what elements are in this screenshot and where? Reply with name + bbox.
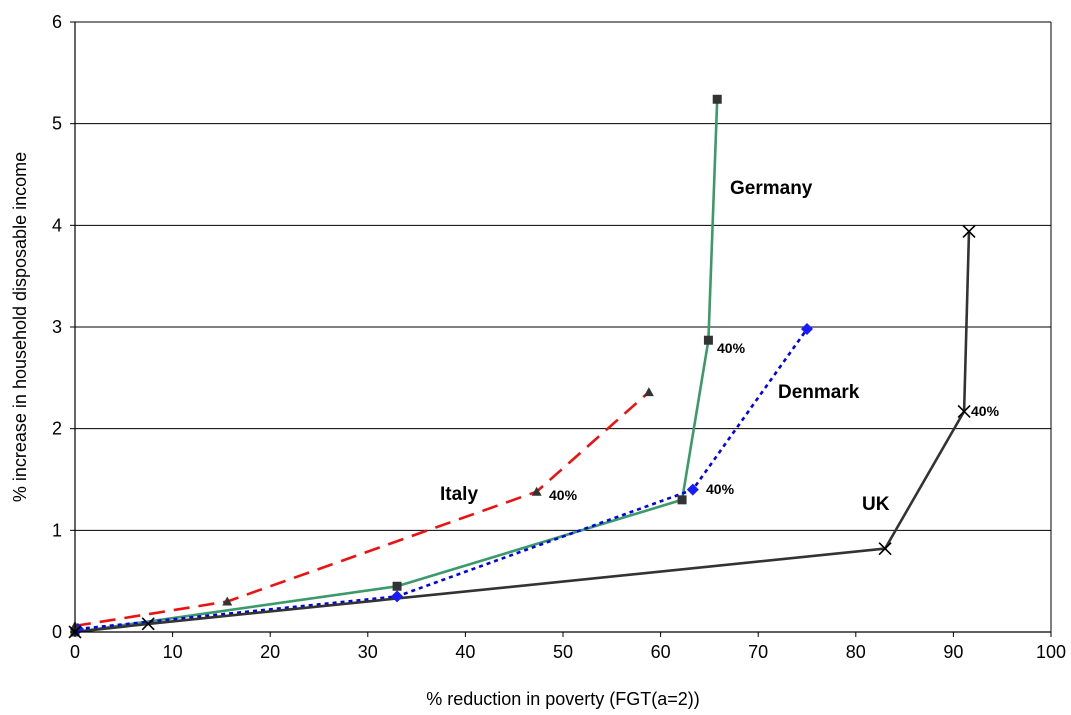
- point-uk-4-stroke-b: [962, 224, 976, 238]
- x-tick-label-40: 40: [455, 642, 475, 662]
- point-italy-1: [222, 596, 233, 606]
- annotation-uk-40pct: 40%: [971, 403, 1000, 419]
- point-germany-3: [703, 335, 713, 345]
- y-tick-label-1: 1: [52, 520, 62, 540]
- annotation-germany-40pct: 40%: [717, 340, 746, 356]
- series-label-italy: Italy: [440, 484, 478, 505]
- x-tick-label-30: 30: [358, 642, 378, 662]
- y-tick-label-3: 3: [52, 317, 62, 337]
- y-tick-label-4: 4: [52, 215, 62, 235]
- axes: [70, 21, 1052, 637]
- series-label-germany: Germany: [730, 178, 813, 199]
- y-tick-label-6: 6: [52, 12, 62, 32]
- annotation-denmark-40pct: 40%: [706, 481, 735, 497]
- point-italy-3: [643, 387, 654, 397]
- x-tick-label-10: 10: [163, 642, 183, 662]
- point-uk-1: [141, 617, 155, 631]
- gridlines: [75, 21, 1052, 632]
- series-line-italy: [74, 391, 650, 628]
- point-uk-3: [957, 404, 971, 418]
- point-germany-1: [392, 581, 402, 591]
- point-denmark-3: [801, 323, 813, 336]
- annotation-italy-40pct: 40%: [549, 487, 578, 503]
- x-tick-label-50: 50: [553, 642, 573, 662]
- point-italy-2: [531, 486, 542, 496]
- x-tick-label-0: 0: [70, 642, 80, 662]
- point-uk-2: [878, 542, 892, 556]
- series-line-denmark: [77, 328, 809, 631]
- x-tick-label-100: 100: [1036, 642, 1066, 662]
- y-axis-title: % increase in household disposable incom…: [10, 152, 30, 502]
- point-denmark-2: [686, 483, 699, 496]
- x-tick-label-70: 70: [748, 642, 768, 662]
- point-uk-1-stroke-b: [141, 617, 155, 631]
- x-tick-label-90: 90: [943, 642, 963, 662]
- series-label-uk: UK: [862, 494, 890, 515]
- y-tick-label-2: 2: [52, 419, 62, 439]
- x-tick-label-20: 20: [260, 642, 280, 662]
- x-axis-title: % reduction in poverty (FGT(a=2)): [426, 689, 700, 709]
- series-label-denmark: Denmark: [778, 382, 860, 403]
- point-uk-4: [962, 224, 976, 238]
- point-uk-2-stroke-b: [878, 542, 892, 556]
- point-germany-2: [677, 495, 687, 505]
- point-germany-4: [712, 94, 722, 104]
- point-uk-3-stroke-b: [957, 404, 971, 418]
- x-tick-label-60: 60: [651, 642, 671, 662]
- point-denmark-1: [391, 590, 404, 603]
- y-tick-label-5: 5: [52, 114, 62, 134]
- y-tick-label-0: 0: [52, 622, 62, 642]
- x-tick-label-80: 80: [846, 642, 866, 662]
